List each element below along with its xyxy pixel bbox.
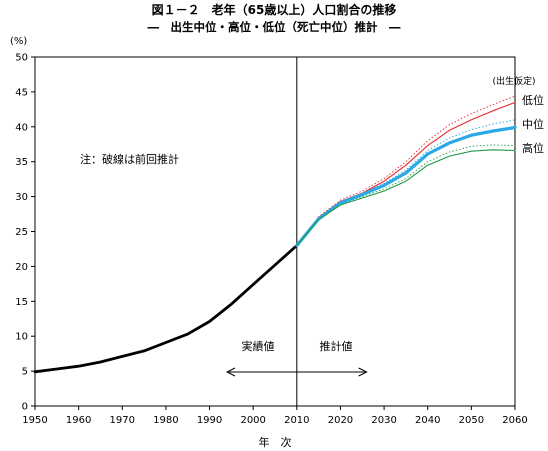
x-tick-label: 2040: [415, 415, 440, 426]
chart-subtitle: ― 出生中位・高位・低位（死亡中位）推計 ―: [147, 20, 401, 34]
x-tick-label: 1970: [110, 415, 135, 426]
note-annotation: 注：破線は前回推計: [80, 152, 179, 166]
range-arrow-right-head: [358, 367, 368, 377]
x-tick-label: 1990: [197, 415, 222, 426]
x-tick-label: 1950: [22, 415, 47, 426]
projection-series-中位-line: [295, 125, 517, 248]
y-tick-label: 25: [15, 227, 28, 238]
x-tick-label: 1980: [153, 415, 178, 426]
y-tick-label: 50: [15, 53, 28, 64]
y-tick-label: 35: [15, 157, 28, 168]
plot-frame: [34, 56, 516, 407]
actual-annotation: 実績値: [242, 339, 275, 353]
range-arrow-left-head: [225, 367, 236, 377]
chart-title: 図１－２ 老年（65歳以上）人口割合の推移: [151, 3, 397, 17]
y-tick-label: 15: [15, 297, 28, 308]
x-tick-label: 2050: [459, 415, 484, 426]
series-label-高位: 高位: [522, 141, 544, 155]
y-tick-label: 30: [15, 192, 28, 203]
projection-annotation: 推計値: [320, 339, 353, 353]
previous-projection-中位-line: [296, 119, 516, 246]
x-tick-label: 2010: [284, 415, 309, 426]
y-tick-label: 45: [15, 87, 28, 98]
projection-series-高位-line: [296, 149, 516, 247]
y-tick-label: 20: [15, 262, 28, 273]
actual-series-line: [33, 244, 299, 374]
y-axis-unit-label: (%): [10, 36, 27, 47]
y-tick-label: 10: [15, 332, 28, 343]
x-tick-label: 2030: [371, 415, 396, 426]
y-tick-label: 5: [22, 367, 28, 378]
assumption-annotation: (出生仮定): [492, 75, 535, 87]
x-axis-label: 年 次: [259, 435, 292, 449]
series-label-中位: 中位: [522, 117, 544, 131]
y-tick-label: 40: [15, 122, 28, 133]
x-tick-label: 2060: [502, 415, 527, 426]
x-tick-label: 2020: [328, 415, 353, 426]
x-tick-label: 2000: [240, 415, 265, 426]
previous-projection-高位-line: [296, 144, 516, 246]
x-tick-label: 1960: [66, 415, 91, 426]
series-label-低位: 低位: [522, 93, 544, 107]
y-tick-label: 0: [22, 402, 28, 413]
